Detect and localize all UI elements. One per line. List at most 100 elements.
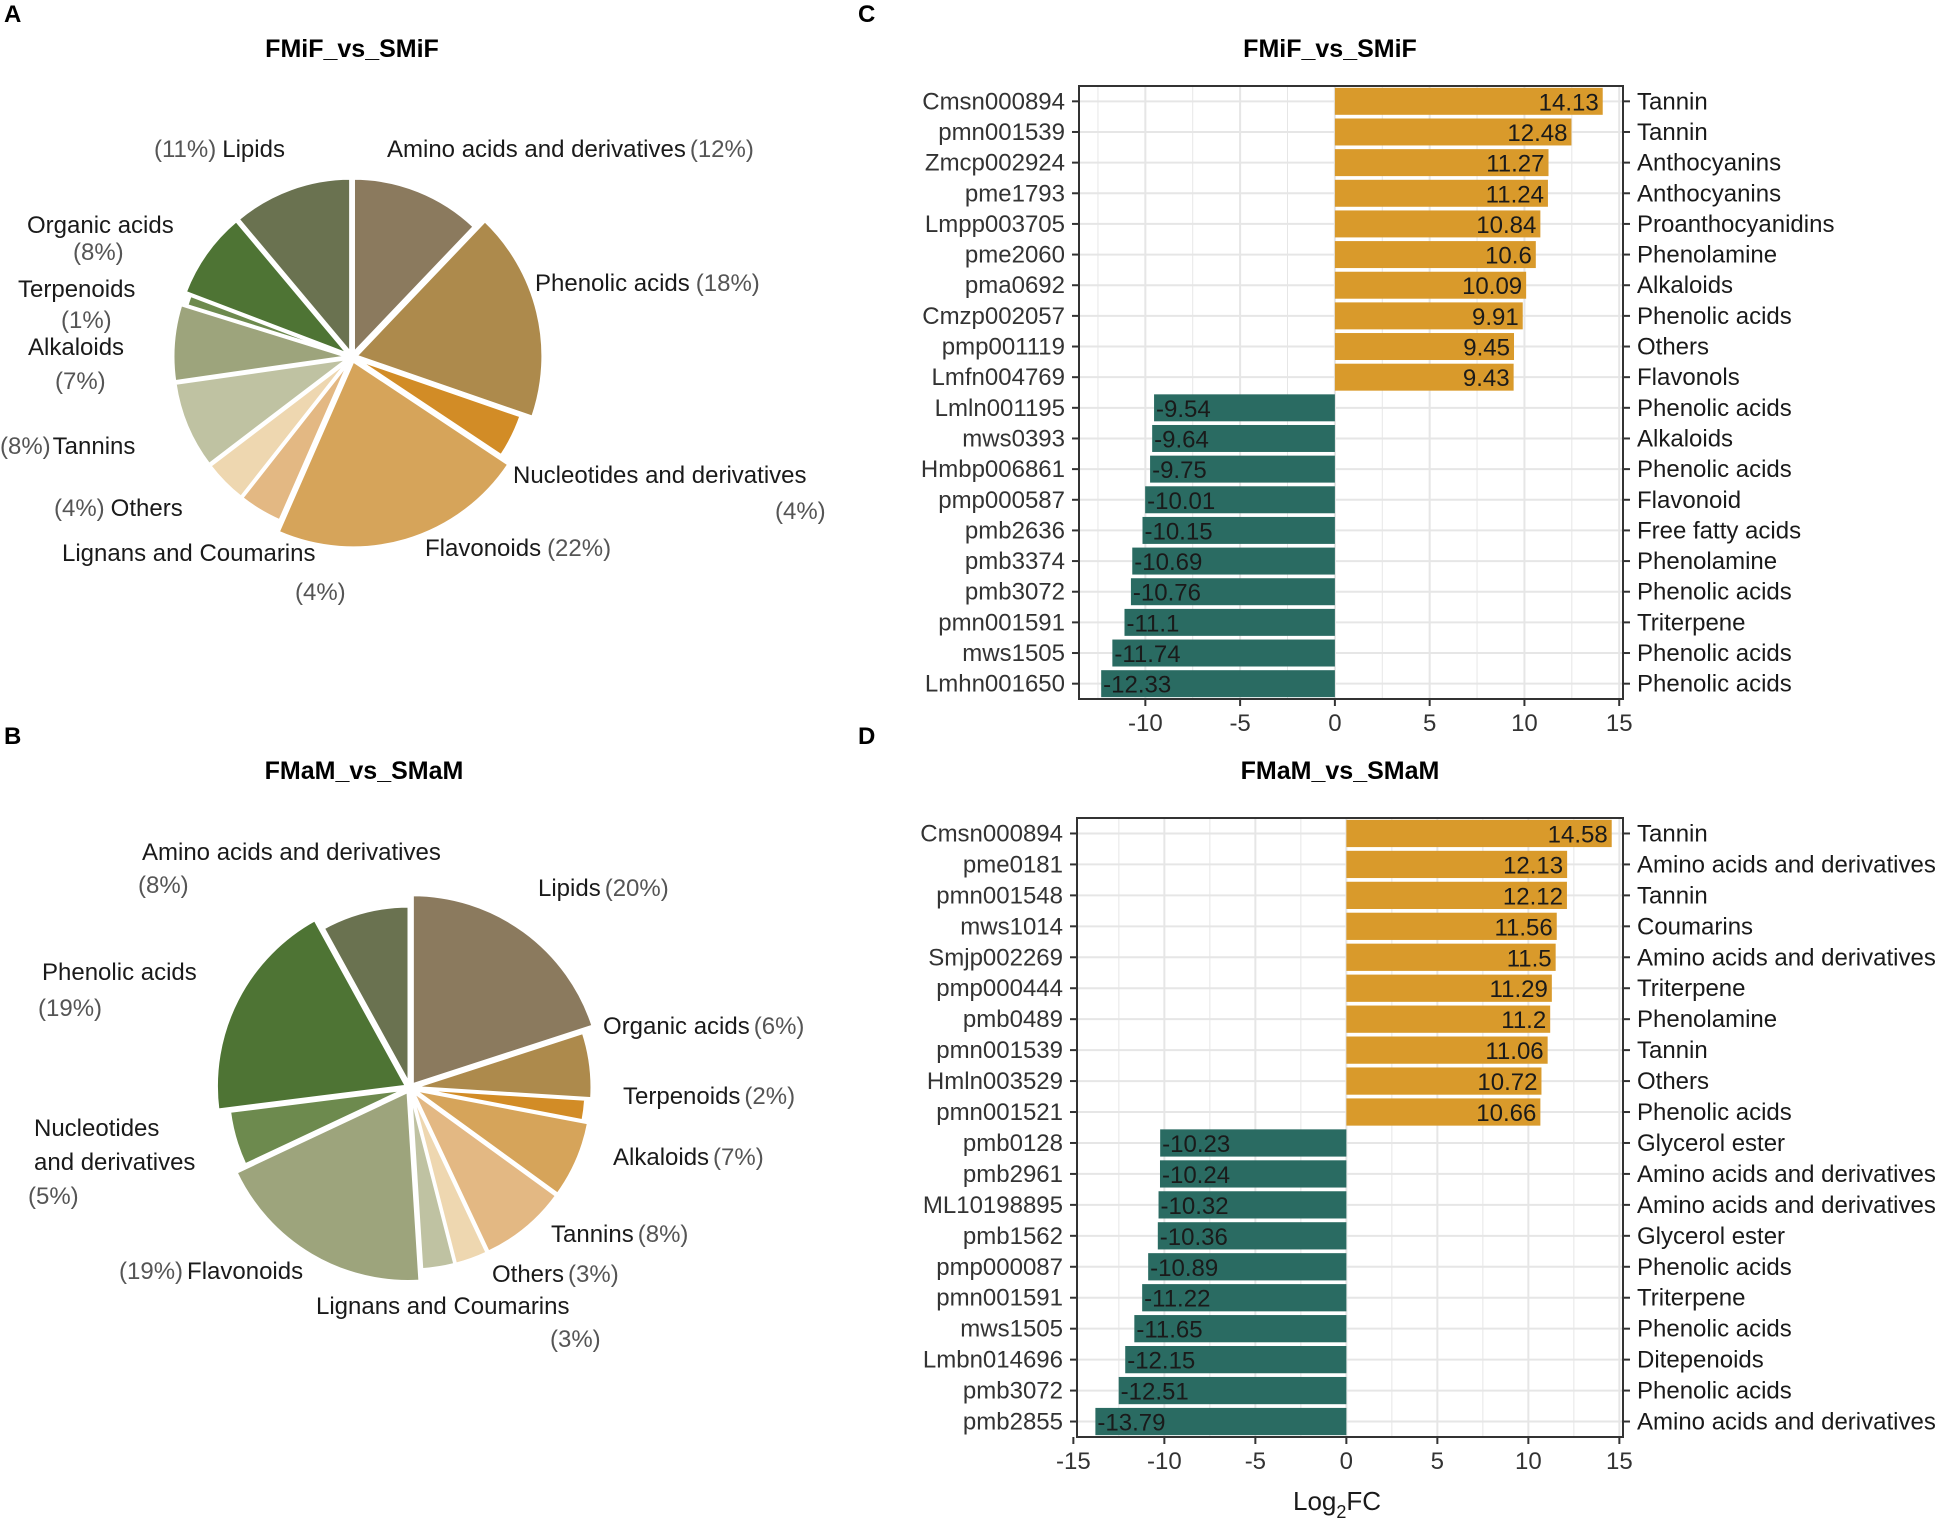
bar-d-x-tick-label: 10	[1515, 1448, 1542, 1475]
bar-c-category-label: pmn001539	[938, 119, 1065, 146]
bar-c-class-label: Phenolic acids	[1637, 671, 1792, 698]
pie-b-slice-nucleotides-and-derivatives	[228, 1087, 408, 1167]
bar-d-value-label: -10.36	[1160, 1224, 1228, 1251]
bar-d-class-label: Amino acids and derivatives	[1637, 944, 1936, 971]
pie-b-label-nucleotides-1: Nucleotides	[34, 1115, 159, 1142]
pie-b-label-tannins: Tannins (8%)	[551, 1221, 688, 1248]
bar-c-value-label: 14.13	[1539, 89, 1599, 116]
bar-c-value-label: 9.45	[1463, 335, 1510, 362]
pie-b-label-lignans: Lignans and Coumarins	[316, 1293, 570, 1320]
bar-chart-c: 14.13 Cmsn000894 Tannin 12.48 pmn001539 Tanni…	[921, 85, 1834, 737]
bar-d-category-label: Cmsn000894	[920, 820, 1063, 847]
bar-d-bar	[1148, 1253, 1347, 1281]
bar-c-plot-area	[1079, 86, 1623, 699]
bar-c-bar	[1334, 363, 1514, 391]
bar-d-value-label: 10.66	[1476, 1100, 1536, 1127]
bar-d-class-label: Amino acids and derivatives	[1637, 1409, 1936, 1436]
pie-a-slice-nucleotides-and-derivatives	[354, 357, 523, 458]
pie-a-slice-flavonoids	[276, 359, 511, 550]
bar-c-value-label: 11.27	[1486, 151, 1544, 178]
bar-d-value-label: 11.06	[1485, 1038, 1543, 1065]
bar-d-bar	[1125, 1346, 1347, 1374]
pie-b-labels: Lipids (20%) Organic acids (6%) Terpenoids…	[28, 839, 804, 1353]
bar-d-value-label: 11.29	[1490, 976, 1548, 1003]
bar-d-x-tick-label: 5	[1431, 1448, 1444, 1475]
bar-c-category-label: pmb3374	[965, 548, 1065, 575]
bar-d-category-label: ML10198895	[923, 1192, 1063, 1219]
bar-c-class-label: Tannin	[1637, 119, 1708, 146]
pie-b-slice-phenolic-acids	[214, 918, 408, 1112]
pie-b-pct-nucleotides: (5%)	[28, 1183, 79, 1210]
bar-c-category-label: pmb3072	[965, 579, 1065, 606]
bar-c-value-label: 10.6	[1485, 243, 1532, 270]
bar-d-bar	[1346, 1036, 1548, 1064]
bar-d-x-tick-label: -10	[1147, 1448, 1182, 1475]
bar-d-class-label: Triterpene	[1637, 975, 1746, 1002]
pie-b-pct-amino: (8%)	[138, 872, 189, 899]
pie-a-slice-phenolic-acids	[354, 219, 545, 419]
bar-d-category-label: pmn001591	[936, 1285, 1063, 1312]
bar-c-value-label: -11.74	[1114, 641, 1180, 668]
pie-b-slice-lipids	[410, 893, 595, 1087]
pie-a-slice-organic-acids	[183, 219, 351, 357]
bar-c-class-label: Anthocyanins	[1637, 150, 1781, 177]
bar-c-value-label: -10.76	[1133, 580, 1201, 607]
pie-b-title: FMaM_vs_SMaM	[265, 757, 464, 785]
panel-letter-a: A	[4, 1, 21, 28]
bar-c-value-label: -12.33	[1103, 672, 1171, 699]
bar-c-bar	[1150, 455, 1335, 483]
bar-c-bar	[1334, 87, 1603, 115]
pie-b-label-organic: Organic acids (6%)	[603, 1013, 804, 1040]
pie-b-slice-tannins	[411, 1089, 559, 1254]
bar-c-value-label: 10.84	[1476, 212, 1536, 239]
bar-c-bar	[1334, 179, 1548, 207]
bar-c-value-label: -9.75	[1152, 457, 1207, 484]
pie-a-label-phenolic: Phenolic acids (18%)	[535, 270, 760, 297]
bar-d-x-tick-label: -5	[1245, 1448, 1266, 1475]
bar-d-x-tick-label: -15	[1056, 1448, 1091, 1475]
bar-c-value-label: 11.24	[1486, 181, 1544, 208]
bar-c-bar	[1142, 516, 1335, 544]
bar-d-category-label: pmp000444	[936, 975, 1063, 1002]
bar-d-bar	[1346, 974, 1552, 1002]
pie-b-slice-amino-acids-and-derivatives	[321, 904, 411, 1086]
bar-d-value-label: -13.79	[1097, 1410, 1165, 1437]
bar-d-bar	[1159, 1160, 1347, 1188]
bar-c-class-label: Phenolic acids	[1637, 579, 1792, 606]
bar-c-class-label: Phenolic acids	[1637, 640, 1792, 667]
bar-d-value-label: 11.5	[1507, 945, 1552, 972]
bar-d-value-label: -11.22	[1144, 1286, 1210, 1313]
pie-a-label-others: (4%) Others	[54, 495, 183, 522]
bar-c-value-label: 9.91	[1472, 304, 1519, 331]
pie-b-label-flavonoids: (19%) Flavonoids	[119, 1258, 303, 1285]
bar-c-category-label: pmp000587	[938, 487, 1065, 514]
bar-d-bar	[1346, 943, 1556, 971]
pie-a-label-nucleotides: Nucleotides and derivatives	[513, 462, 807, 489]
pie-b-label-lipids: Lipids (20%)	[538, 875, 669, 902]
bar-d-value-label: -10.32	[1161, 1193, 1229, 1220]
bar-d-category-label: mws1014	[960, 913, 1063, 940]
bar-c-value-label: 9.43	[1463, 365, 1510, 392]
bar-c-class-label: Others	[1637, 334, 1709, 361]
bar-c-class-label: Phenolic acids	[1637, 303, 1792, 330]
panel-letter-b: B	[4, 723, 21, 750]
bar-c-class-label: Phenolamine	[1637, 548, 1777, 575]
bar-chart-d: 14.58 Cmsn000894 Tannin 12.13 pme0181 Amino a…	[920, 817, 1936, 1475]
pie-a-slice-lipids	[236, 176, 353, 355]
bar-c-class-label: Tannin	[1637, 88, 1708, 115]
bar-d-bar	[1346, 1098, 1541, 1126]
bar-d-bar	[1160, 1129, 1347, 1157]
bar-d-value-label: 11.2	[1501, 1007, 1546, 1034]
bar-c-bar	[1334, 118, 1572, 146]
bar-d-class-label: Glycerol ester	[1637, 1223, 1785, 1250]
bar-c-bar	[1334, 271, 1527, 299]
bar-c-value-label: -10.69	[1134, 549, 1202, 576]
bar-c-category-label: Lmhn001650	[925, 671, 1065, 698]
bar-d-category-label: pmn001548	[936, 882, 1063, 909]
bar-c-x-tick-label: 5	[1423, 710, 1436, 737]
bar-d-value-label: -12.51	[1121, 1379, 1189, 1406]
bar-d-class-label: Tannin	[1637, 1037, 1708, 1064]
pie-b-label-others: Others (3%)	[492, 1261, 619, 1288]
bar-c-category-label: Cmzp002057	[922, 303, 1065, 330]
bar-c-class-label: Phenolamine	[1637, 242, 1777, 269]
